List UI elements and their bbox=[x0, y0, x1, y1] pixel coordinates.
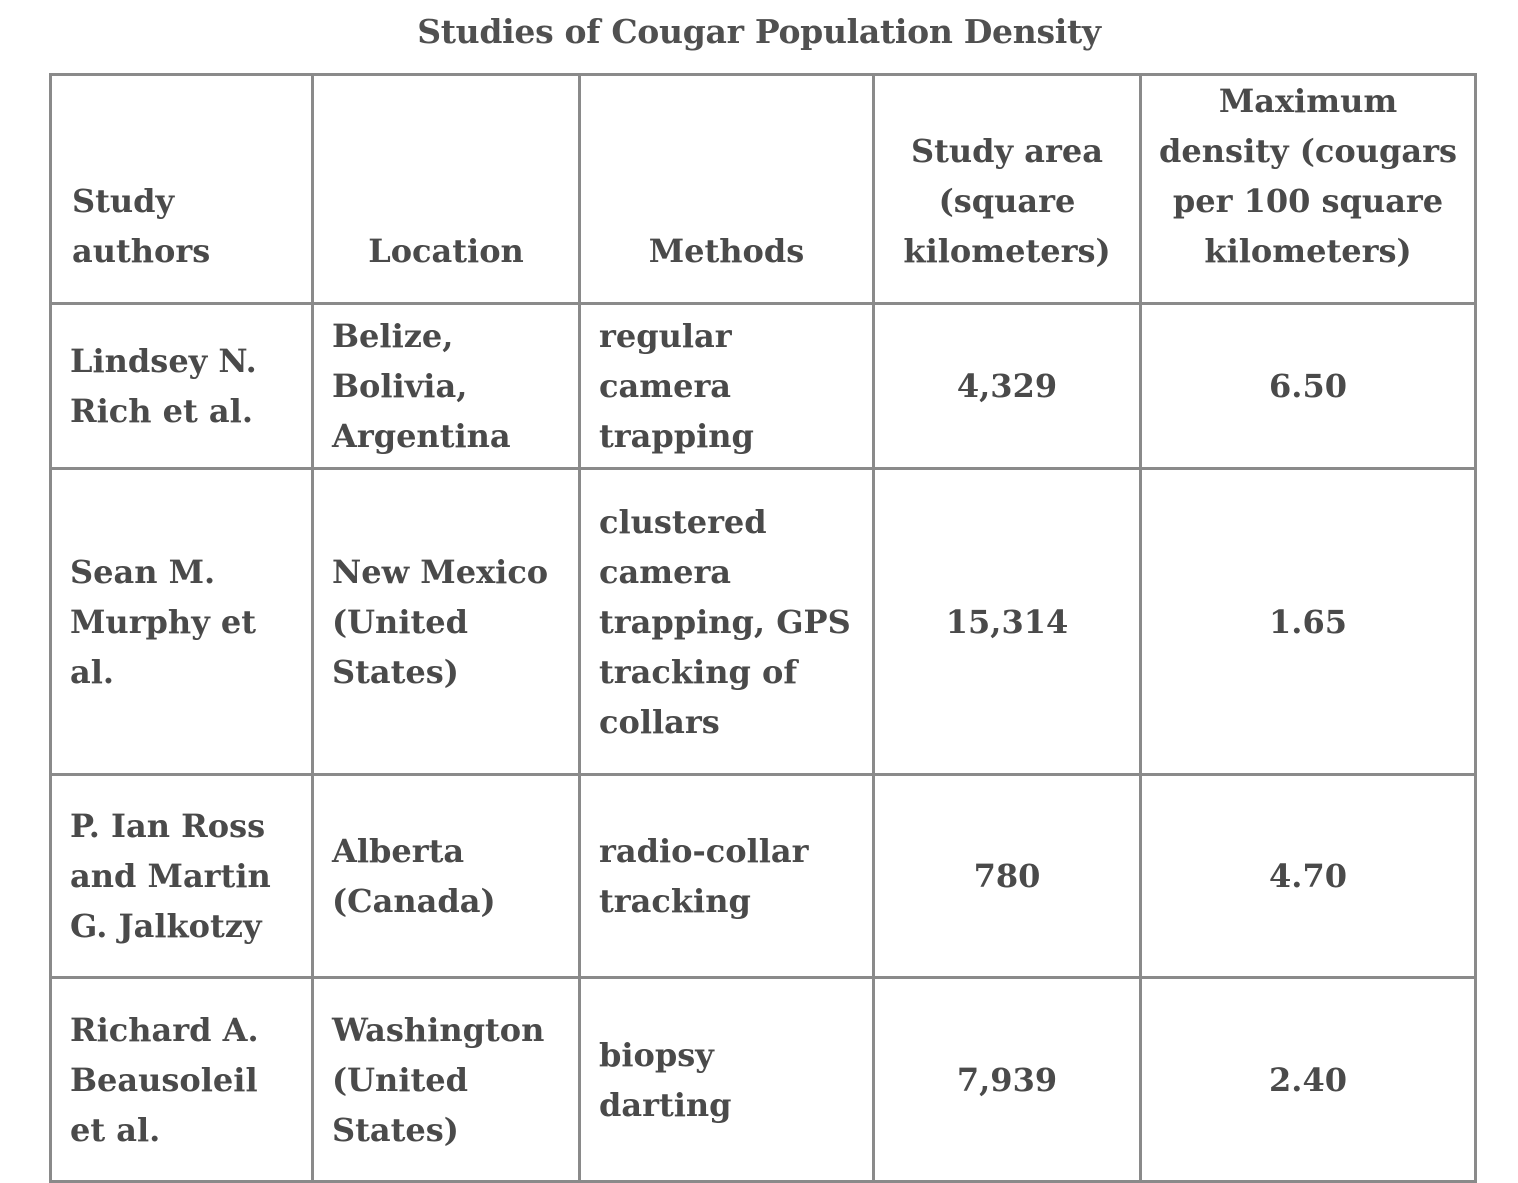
table-row: Sean M. Murphy et al. New Mexico (United… bbox=[49, 467, 1477, 776]
cell-location: Belize, Bolivia, Argentina bbox=[311, 302, 581, 470]
table-row: P. Ian Ross and Martin G. Jalkotzy Alber… bbox=[49, 773, 1477, 979]
header-maximum-density: Maximum density (cougars per 100 square … bbox=[1139, 73, 1477, 305]
cell-study-authors: Sean M. Murphy et al. bbox=[49, 467, 314, 776]
cell-study-authors: P. Ian Ross and Martin G. Jalkotzy bbox=[49, 773, 314, 979]
table-row: Richard A. Beausoleil et al. Washington … bbox=[49, 976, 1477, 1183]
cell-study-area: 15,314 bbox=[872, 467, 1142, 776]
header-methods: Methods bbox=[578, 73, 875, 305]
table-title: Studies of Cougar Population Density bbox=[417, 12, 1101, 51]
cell-study-authors: Richard A. Beausoleil et al. bbox=[49, 976, 314, 1183]
cell-maximum-density: 1.65 bbox=[1139, 467, 1477, 776]
cougar-density-table: Study authors Location Methods Study are… bbox=[49, 73, 1477, 1183]
table-row: Lindsey N. Rich et al. Belize, Bolivia, … bbox=[49, 302, 1477, 470]
cell-methods: regular camera trapping bbox=[578, 302, 875, 470]
cell-study-area: 7,939 bbox=[872, 976, 1142, 1183]
cell-study-area: 4,329 bbox=[872, 302, 1142, 470]
header-study-area: Study area (square kilometers) bbox=[872, 73, 1142, 305]
header-study-authors: Study authors bbox=[49, 73, 314, 305]
cell-methods: biopsy darting bbox=[578, 976, 875, 1183]
cell-maximum-density: 6.50 bbox=[1139, 302, 1477, 470]
header-location: Location bbox=[311, 73, 581, 305]
cell-study-area: 780 bbox=[872, 773, 1142, 979]
cell-location: New Mexico (United States) bbox=[311, 467, 581, 776]
cell-maximum-density: 4.70 bbox=[1139, 773, 1477, 979]
header-row: Study authors Location Methods Study are… bbox=[49, 73, 1477, 305]
cell-location: Washington (United States) bbox=[311, 976, 581, 1183]
cell-study-authors: Lindsey N. Rich et al. bbox=[49, 302, 314, 470]
cell-maximum-density: 2.40 bbox=[1139, 976, 1477, 1183]
cell-methods: clustered camera trapping, GPS tracking … bbox=[578, 467, 875, 776]
cell-location: Alberta (Canada) bbox=[311, 773, 581, 979]
cell-methods: radio-collar tracking bbox=[578, 773, 875, 979]
